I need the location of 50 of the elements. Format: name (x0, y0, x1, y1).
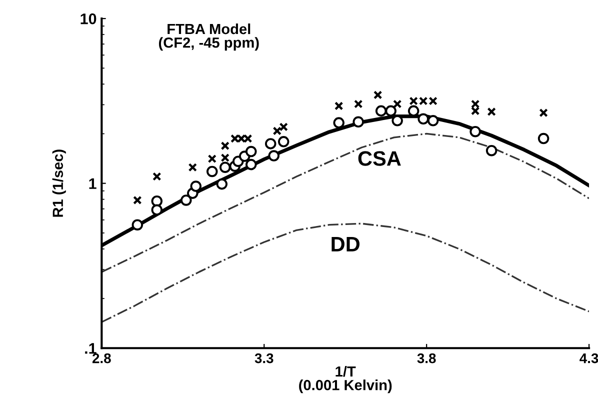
point (206, 166, 218, 178)
line-series (102, 132, 590, 273)
x-tick-label: 4.3 (580, 353, 598, 364)
point (219, 162, 231, 174)
point (133, 196, 142, 205)
point (216, 178, 228, 190)
point (538, 132, 550, 144)
point (418, 113, 429, 125)
y-tick-label: 1 (89, 178, 96, 189)
point (470, 100, 480, 108)
x-tick-label: 3.3 (254, 353, 274, 364)
point (392, 100, 402, 108)
point (188, 163, 198, 172)
point (190, 180, 202, 192)
point (151, 195, 163, 207)
annotation: DD (332, 237, 360, 252)
y-tick-label: 10 (80, 13, 96, 24)
point (220, 153, 230, 162)
point (427, 115, 439, 126)
annotation: CSA (358, 151, 401, 166)
point (278, 136, 290, 148)
point (264, 138, 276, 150)
point (470, 106, 480, 116)
point (151, 204, 163, 216)
point (245, 146, 257, 158)
y-axis-title: R1 (1/sec) (52, 150, 66, 217)
point (245, 158, 257, 170)
y-tick-label: .1 (85, 343, 96, 354)
point (152, 172, 162, 181)
point (334, 102, 344, 110)
point (180, 194, 192, 206)
point (470, 126, 481, 138)
point (333, 117, 344, 128)
x-tick-label: 3.8 (417, 353, 436, 364)
point (220, 141, 230, 150)
x-axis-title: 1/T (0.001 Kelvin) (299, 366, 392, 394)
point (539, 108, 548, 118)
point (268, 150, 280, 162)
point (132, 219, 144, 230)
x-tick-label: 2.8 (92, 353, 111, 364)
point (385, 105, 396, 117)
text: FTBA Model (CF2, -45 ppm) (158, 23, 259, 51)
point (375, 105, 387, 117)
point (354, 100, 363, 108)
point (486, 144, 498, 156)
point (487, 107, 496, 116)
point (208, 154, 216, 164)
point (373, 90, 382, 100)
point (352, 116, 364, 128)
line-series (102, 222, 590, 323)
